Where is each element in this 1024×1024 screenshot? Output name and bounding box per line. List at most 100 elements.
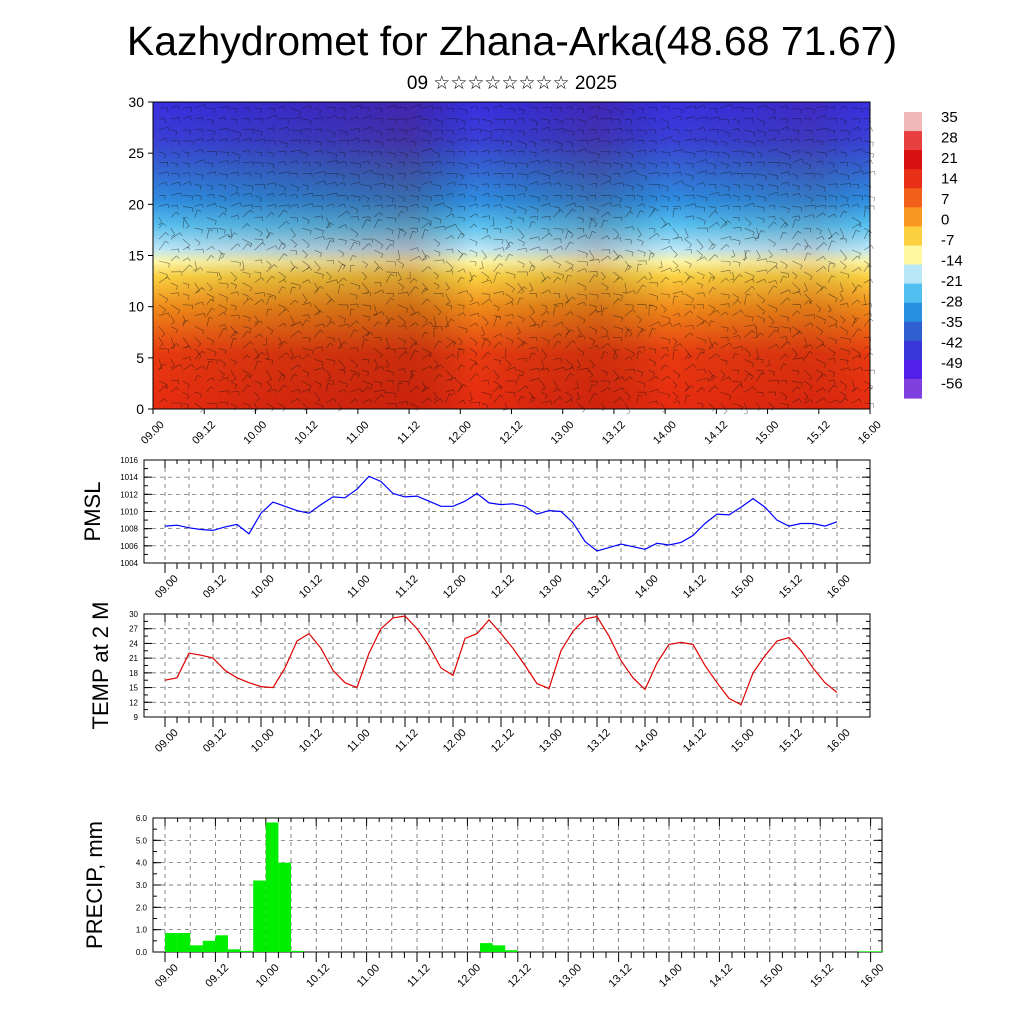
temp-ytick-label: 27 bbox=[129, 625, 138, 634]
temp-ylabel: TEMP at 2 M bbox=[88, 602, 113, 730]
colorbar-swatch bbox=[904, 150, 922, 170]
precip-bar bbox=[492, 945, 506, 952]
pmsl-xtick-label: 15.12 bbox=[777, 573, 805, 601]
precip-bar bbox=[228, 949, 241, 952]
pmsl-panel: 1004 1006 1008 1010 1012 1014 1016 09.00 09.12 10… bbox=[80, 456, 871, 601]
heatmap-xtick-label: 10.12 bbox=[293, 419, 321, 447]
pmsl-xtick-label: 09.00 bbox=[153, 573, 181, 601]
colorbar-label: 35 bbox=[941, 109, 958, 126]
precip-bar bbox=[202, 940, 216, 952]
precip-xtick-label: 09.00 bbox=[153, 962, 181, 990]
chart-title: Kazhydromet for Zhana-Arka(48.68 71.67) bbox=[126, 18, 898, 64]
precip-bar bbox=[870, 951, 884, 952]
temp-xtick-label: 10.12 bbox=[297, 727, 325, 755]
colorbar-label: -21 bbox=[941, 273, 963, 290]
temp-xtick-label: 11.12 bbox=[393, 727, 420, 754]
colorbar-swatch bbox=[904, 112, 922, 132]
precip-xtick-label: 12.12 bbox=[506, 962, 534, 990]
pmsl-ytick-label: 1008 bbox=[120, 525, 138, 534]
heatmap-xtick-label: 09.12 bbox=[190, 419, 218, 447]
colorbar-label: -56 bbox=[941, 376, 963, 393]
pmsl-xtick-label: 12.00 bbox=[441, 573, 469, 601]
temp-xtick-label: 11.00 bbox=[345, 727, 372, 754]
pmsl-ytick-label: 1004 bbox=[120, 559, 138, 568]
colorbar-label: 28 bbox=[941, 130, 958, 147]
temp-xtick-label: 16.00 bbox=[825, 727, 853, 755]
pmsl-xtick-label: 12.12 bbox=[489, 573, 517, 601]
colorbar-swatch bbox=[904, 359, 922, 380]
precip-bar bbox=[240, 950, 254, 952]
temp-ytick-label: 12 bbox=[129, 698, 138, 707]
heatmap-xtick-label: 13.12 bbox=[600, 419, 628, 447]
colorbar-label: 0 bbox=[941, 212, 949, 229]
precip-bar bbox=[253, 880, 266, 952]
heatmap-xtick-label: 15.00 bbox=[753, 419, 781, 447]
pmsl-ytick-label: 1016 bbox=[120, 456, 138, 465]
precip-ytick-label: 0.0 bbox=[136, 948, 148, 957]
colorbar-swatch bbox=[904, 340, 922, 361]
heatmap-ytick-label: 15 bbox=[128, 248, 144, 264]
temp-ytick-label: 18 bbox=[129, 669, 138, 678]
pmsl-xtick-label: 10.12 bbox=[297, 573, 325, 601]
precip-xtick-label: 16.00 bbox=[859, 962, 887, 990]
temp-xtick-label: 15.00 bbox=[729, 727, 757, 755]
heatmap-ytick-label: 25 bbox=[128, 145, 144, 161]
temp-xtick-label: 10.00 bbox=[249, 727, 277, 755]
colorbar-swatch bbox=[904, 264, 922, 285]
colorbar-swatch bbox=[904, 245, 922, 266]
heatmap-xtick-label: 11.12 bbox=[395, 419, 422, 446]
precip-bar bbox=[278, 862, 291, 952]
precip-bar bbox=[215, 935, 228, 953]
heatmap-xtick-label: 10.00 bbox=[241, 419, 269, 447]
colorbar-swatch bbox=[904, 207, 922, 227]
heatmap-xtick-label: 13.00 bbox=[549, 419, 577, 447]
colorbar-label: -42 bbox=[941, 335, 963, 352]
pmsl-ytick-label: 1006 bbox=[120, 542, 138, 551]
temp-ytick-label: 15 bbox=[129, 684, 138, 693]
colorbar-swatch bbox=[904, 131, 922, 151]
pmsl-xtick-label: 14.00 bbox=[633, 573, 661, 601]
colorbar-label: 14 bbox=[941, 171, 958, 188]
pmsl-xtick-label: 11.12 bbox=[393, 573, 420, 600]
temp-ytick-label: 21 bbox=[129, 654, 138, 663]
temp-ytick-label: 9 bbox=[134, 713, 139, 722]
temp-frame bbox=[143, 613, 871, 718]
precip-ytick-label: 1.0 bbox=[136, 926, 148, 935]
temp-xtick-label: 15.12 bbox=[777, 727, 805, 755]
pmsl-xtick-label: 11.00 bbox=[345, 573, 372, 600]
heatmap-xtick-label: 14.00 bbox=[651, 419, 679, 447]
temp-xtick-label: 14.00 bbox=[633, 727, 661, 755]
precip-ytick-label: 4.0 bbox=[136, 859, 148, 868]
precip-xtick-label: 14.00 bbox=[657, 962, 685, 990]
precip-xtick-label: 12.00 bbox=[455, 962, 483, 990]
precip-xtick-label: 15.00 bbox=[758, 962, 786, 990]
colorbar-swatch bbox=[904, 283, 922, 304]
colorbar-swatch bbox=[904, 378, 922, 399]
colorbar-label: -14 bbox=[941, 253, 963, 270]
colorbar-label: 21 bbox=[941, 150, 958, 167]
precip-ytick-label: 3.0 bbox=[136, 881, 148, 890]
colorbar: 35 28 21 14 7 0 -7 -14 -21 -28 -35 -42 -49 -56 bbox=[904, 109, 963, 399]
temp-xtick-label: 12.12 bbox=[489, 727, 517, 755]
heatmap-ytick-label: 20 bbox=[128, 196, 144, 212]
precip-ytick-label: 5.0 bbox=[136, 836, 148, 845]
precip-bar bbox=[858, 951, 871, 952]
precip-ytick-label: 2.0 bbox=[136, 903, 148, 912]
colorbar-label: -35 bbox=[941, 314, 963, 331]
heatmap-xtick-label: 16.00 bbox=[856, 419, 884, 447]
precip-bar bbox=[265, 822, 279, 952]
precip-xtick-label: 10.00 bbox=[254, 962, 282, 990]
colorbar-swatch bbox=[904, 226, 922, 247]
pmsl-ylabel: PMSL bbox=[80, 482, 105, 542]
pmsl-ytick-label: 1012 bbox=[120, 490, 138, 499]
chart-subtitle: 09 ☆☆☆☆☆☆☆☆ 2025 bbox=[406, 73, 618, 94]
precip-panel: 0.0 1.0 2.0 3.0 4.0 5.0 6.0 09.00 09.12 10.00 10.1… bbox=[82, 814, 886, 990]
heatmap-panel: 0 5 10 15 20 25 30 09.00 09.12 10.00 10.12 11.00 11.… bbox=[128, 94, 883, 447]
precip-bar bbox=[291, 950, 304, 952]
precip-ylabel: PRECIP, mm bbox=[82, 821, 107, 949]
precip-bar bbox=[190, 945, 203, 952]
colorbar-swatch bbox=[904, 169, 922, 189]
temp-xtick-label: 14.12 bbox=[681, 727, 709, 755]
precip-xtick-label: 13.00 bbox=[556, 962, 584, 990]
